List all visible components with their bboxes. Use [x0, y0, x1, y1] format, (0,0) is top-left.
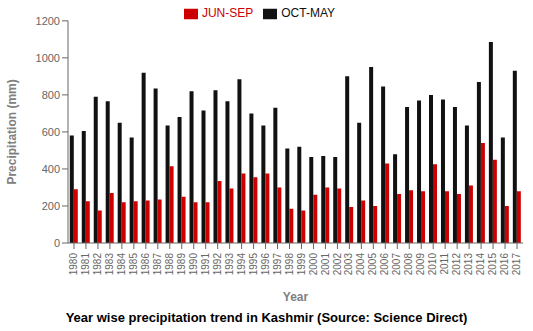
- svg-text:1997: 1997: [272, 253, 283, 276]
- svg-text:1984: 1984: [116, 253, 127, 276]
- svg-text:1000: 1000: [36, 52, 60, 64]
- svg-text:1989: 1989: [176, 253, 187, 276]
- svg-text:1993: 1993: [224, 253, 235, 276]
- svg-text:2016: 2016: [499, 253, 510, 276]
- svg-text:2015: 2015: [487, 253, 498, 276]
- svg-text:2008: 2008: [403, 253, 414, 276]
- svg-text:1987: 1987: [152, 253, 163, 276]
- svg-text:1980: 1980: [68, 253, 79, 276]
- svg-text:1999: 1999: [296, 253, 307, 276]
- svg-text:2002: 2002: [332, 253, 343, 276]
- svg-text:1200: 1200: [36, 15, 60, 27]
- svg-text:Year: Year: [283, 290, 309, 304]
- svg-text:800: 800: [42, 89, 60, 101]
- html-text:JUN-SEP: JUN-SEP: [201, 6, 254, 20]
- svg-text:1994: 1994: [236, 253, 247, 276]
- svg-text:1981: 1981: [80, 253, 91, 276]
- svg-text:2013: 2013: [463, 253, 474, 276]
- svg-text:1990: 1990: [188, 253, 199, 276]
- svg-text:2004: 2004: [355, 253, 366, 276]
- svg-text:1988: 1988: [164, 253, 175, 276]
- svg-text:2003: 2003: [343, 253, 354, 276]
- svg-text:200: 200: [42, 200, 60, 212]
- svg-text:Precipitation (mm): Precipitation (mm): [8, 79, 19, 184]
- svg-text:2000: 2000: [308, 253, 319, 276]
- svg-text:1982: 1982: [92, 253, 103, 276]
- svg-text:1983: 1983: [104, 253, 115, 276]
- svg-text:0: 0: [54, 237, 60, 249]
- svg-text:1996: 1996: [260, 253, 271, 276]
- html-text:Year wise precipitation trend: Year wise precipitation trend in Kashmir…: [65, 310, 468, 325]
- svg-text:2012: 2012: [451, 253, 462, 276]
- svg-text:1991: 1991: [200, 253, 211, 276]
- svg-text:1998: 1998: [284, 253, 295, 276]
- svg-text:1985: 1985: [128, 253, 139, 276]
- svg-text:400: 400: [42, 163, 60, 175]
- svg-text:2005: 2005: [367, 253, 378, 276]
- svg-text:2011: 2011: [439, 253, 450, 275]
- svg-text:2014: 2014: [475, 253, 486, 276]
- svg-text:1992: 1992: [212, 253, 223, 276]
- svg-text:2010: 2010: [427, 253, 438, 276]
- svg-text:600: 600: [42, 126, 60, 138]
- svg-text:1986: 1986: [140, 253, 151, 276]
- svg-text:2007: 2007: [391, 253, 402, 276]
- html-text:OCT-MAY: OCT-MAY: [281, 6, 336, 20]
- svg-text:2017: 2017: [511, 253, 522, 276]
- svg-text:2001: 2001: [320, 253, 331, 276]
- svg-text:2009: 2009: [415, 253, 426, 276]
- svg-text:1995: 1995: [248, 253, 259, 276]
- svg-text:2006: 2006: [379, 253, 390, 276]
